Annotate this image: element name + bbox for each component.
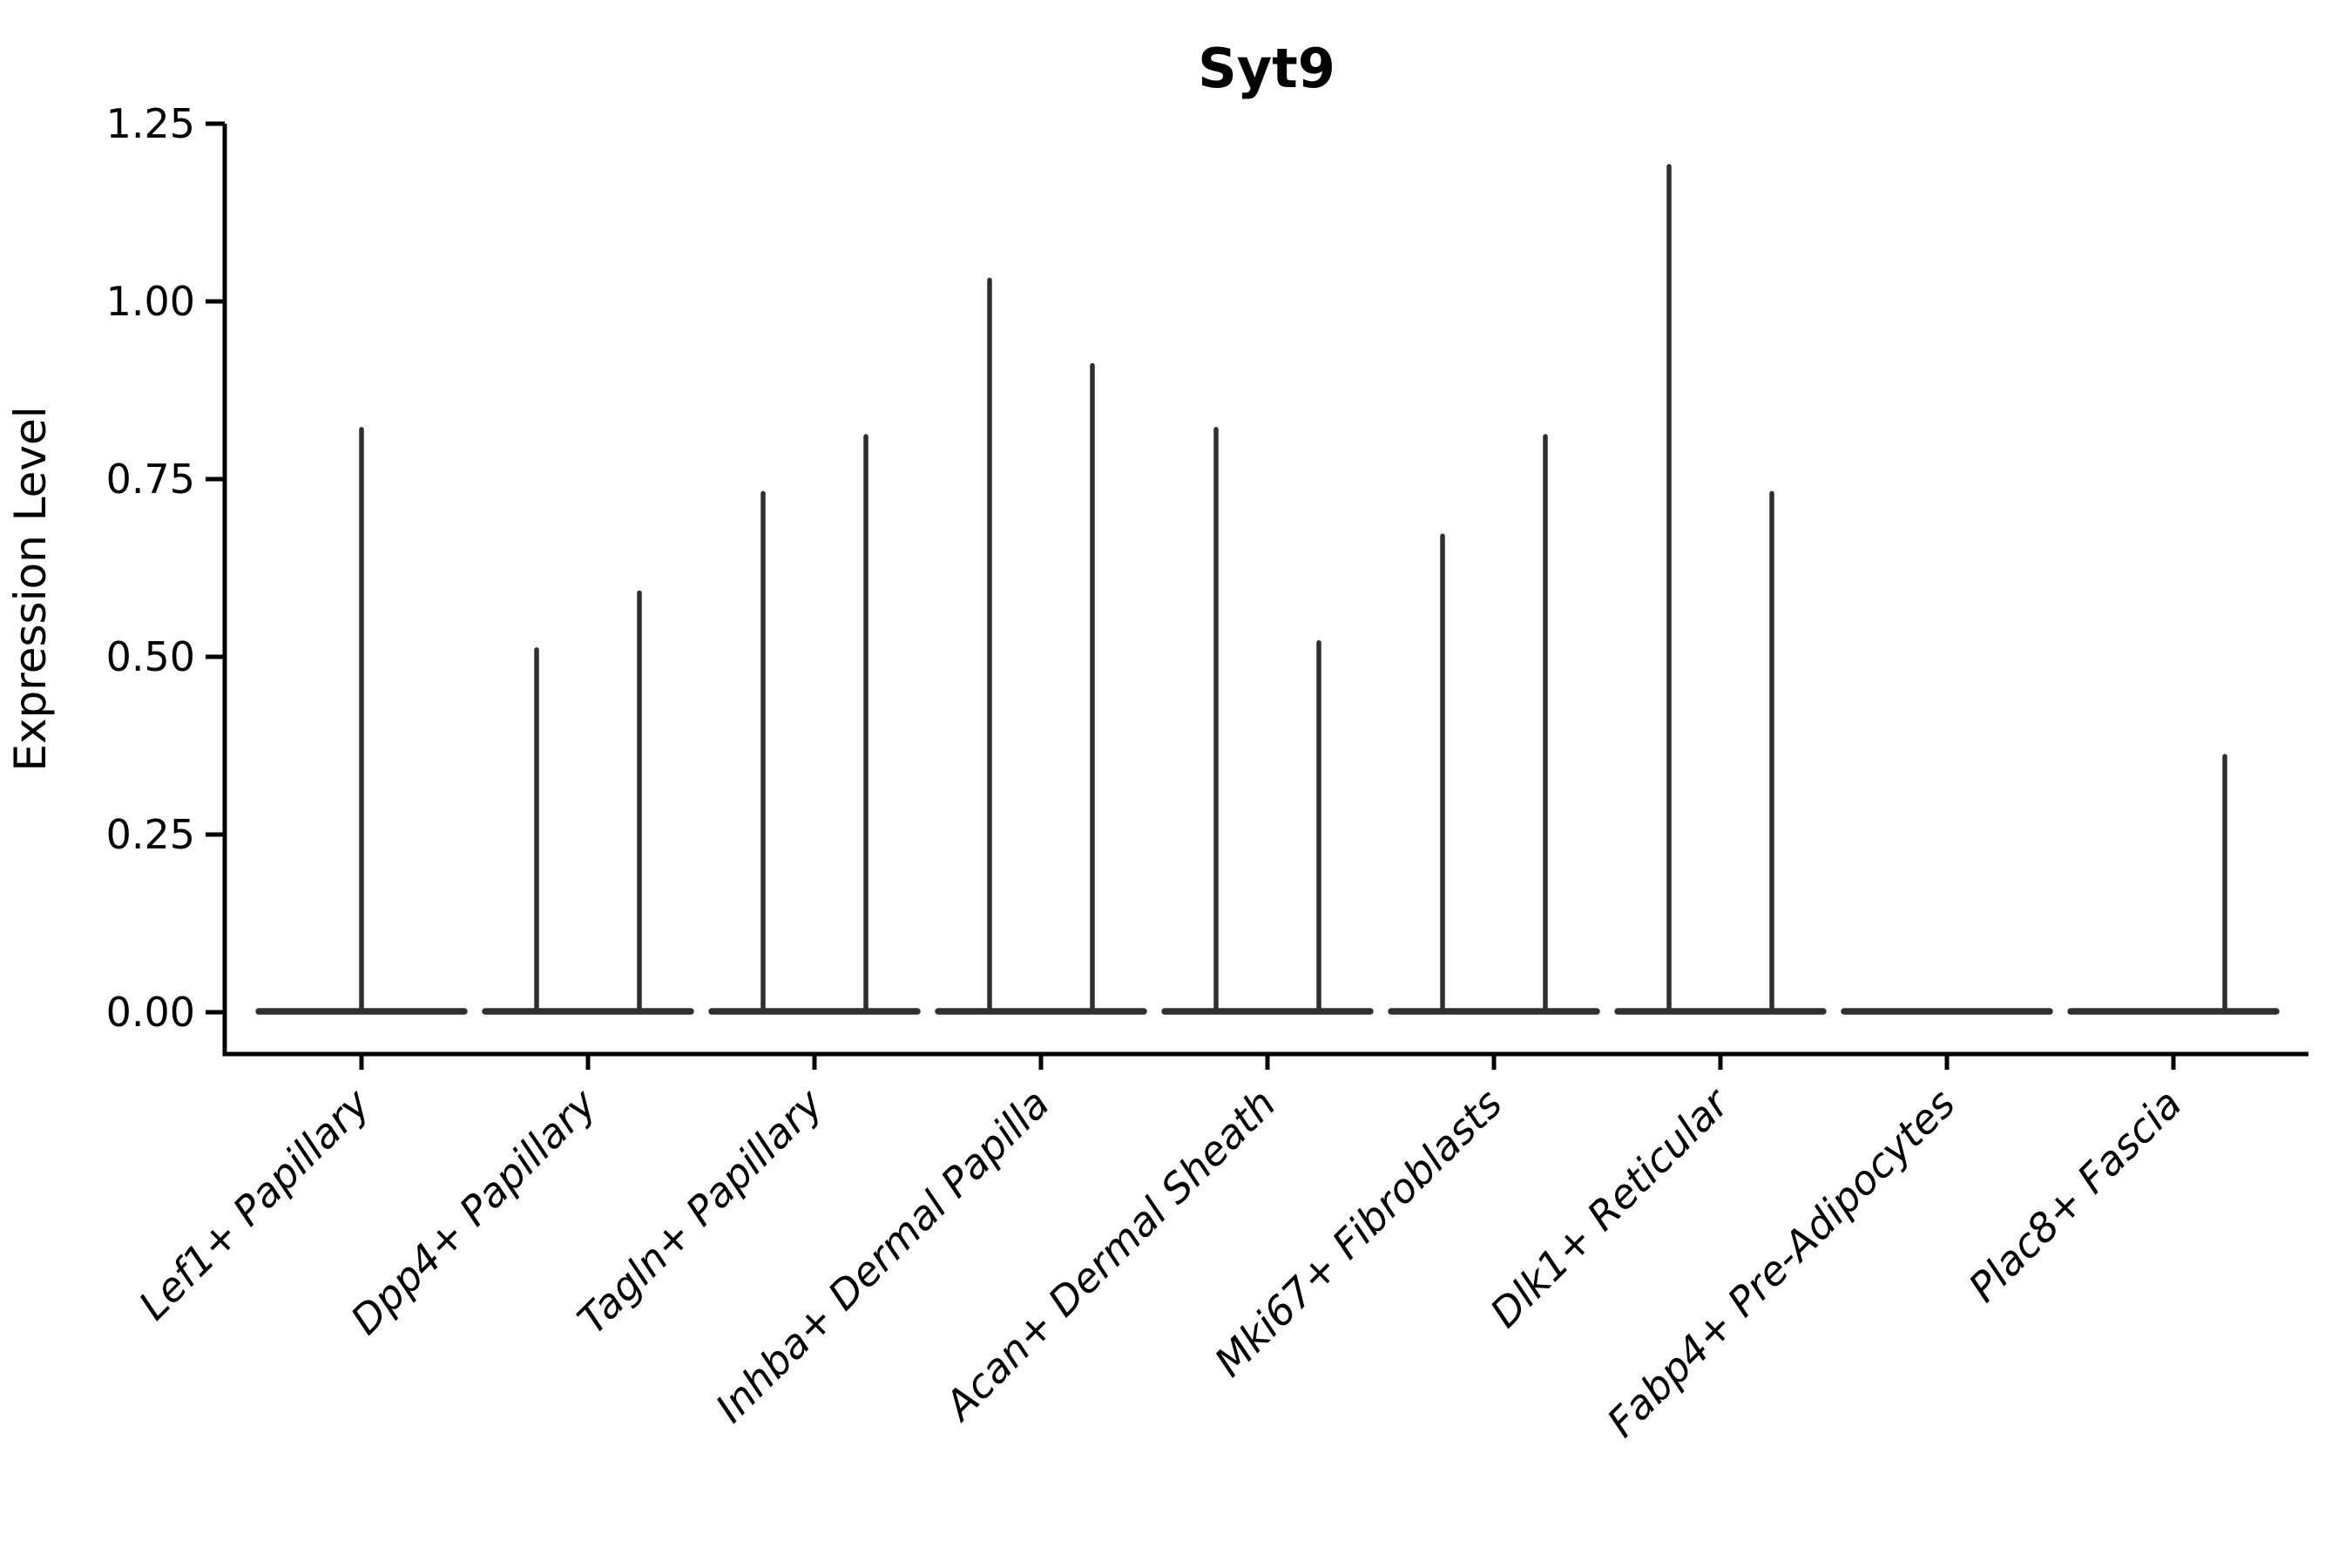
y-axis-label: Expression Level (5, 406, 56, 771)
y-tick-label: 1.00 (106, 278, 195, 325)
chart-title: Syt9 (1198, 37, 1335, 100)
y-tick-label: 0.50 (106, 633, 195, 680)
x-tick-label: Plac8+ Fascia (1959, 1080, 2190, 1311)
y-tick-label: 0.25 (106, 811, 195, 858)
y-tick-label: 1.25 (106, 100, 195, 147)
y-tick-label: 0.00 (106, 989, 195, 1036)
y-tick-label: 0.75 (106, 456, 195, 503)
x-tick-label: Dpp4+ Papillary (341, 1079, 605, 1343)
x-tick-label: Lef1+ Papillary (130, 1079, 379, 1328)
x-tick-label: Dlk1+ Reticular (1481, 1078, 1740, 1336)
x-tick-label: Tagln+ Papillary (568, 1079, 832, 1343)
